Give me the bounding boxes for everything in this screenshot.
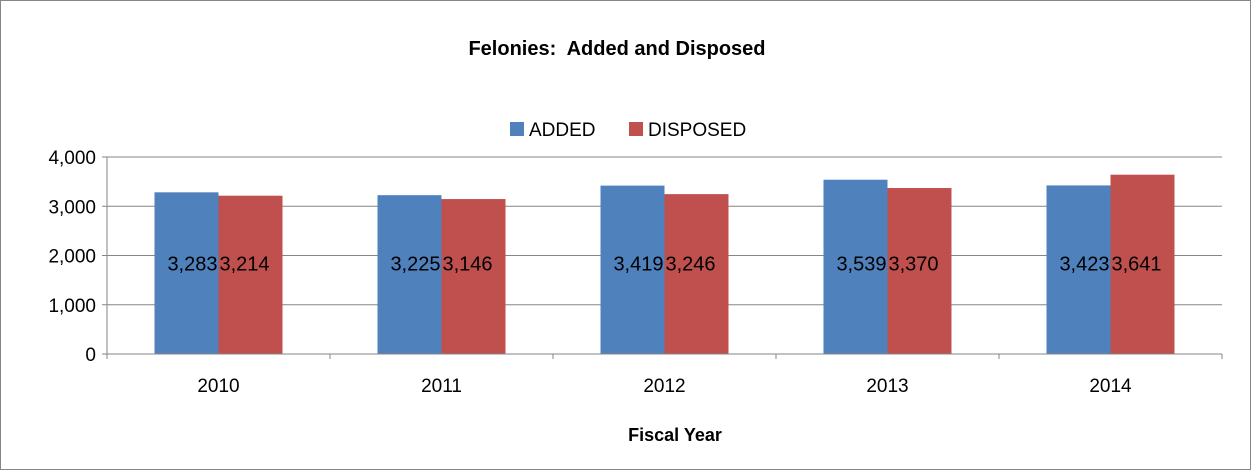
- legend-label-added: ADDED: [529, 120, 596, 141]
- x-tick-label: 2012: [643, 376, 685, 397]
- axes: [106, 157, 1222, 355]
- bar-added-2014: [1046, 185, 1111, 354]
- legend: ADDED DISPOSED: [510, 120, 746, 141]
- data-label-disposed-2010: 3,214: [220, 254, 270, 276]
- x-tick-label: 2011: [421, 376, 462, 397]
- y-tick-label: 1,000: [48, 296, 96, 317]
- y-tick-label: 4,000: [48, 148, 96, 169]
- data-label-added-2011: 3,225: [390, 254, 440, 276]
- y-tick-label: 0: [85, 345, 96, 366]
- legend-label-disposed: DISPOSED: [648, 120, 746, 141]
- bar-disposed-2012: [664, 194, 729, 354]
- bar-disposed-2014: [1110, 174, 1175, 354]
- data-label-added-2010: 3,283: [167, 254, 217, 276]
- y-tick-label: 3,000: [48, 197, 96, 218]
- bar-disposed-2010: [218, 195, 283, 354]
- data-label-added-2013: 3,539: [836, 254, 886, 276]
- chart-title: Felonies: Added and Disposed: [468, 38, 765, 60]
- data-label-disposed-2012: 3,246: [666, 254, 716, 276]
- bar-disposed-2011: [441, 199, 506, 354]
- data-label-disposed-2011: 3,146: [443, 254, 493, 276]
- data-labels: 3,283 3,214 3,225 3,146 3,419 3,246 3,539 3,370…: [167, 254, 1161, 276]
- data-label-disposed-2014: 3,641: [1112, 254, 1162, 276]
- data-label-added-2012: 3,419: [613, 254, 663, 276]
- bar-added-2012: [600, 185, 665, 354]
- bar-added-2013: [823, 179, 888, 354]
- data-label-added-2014: 3,423: [1059, 254, 1109, 276]
- bars: [154, 174, 1175, 354]
- x-axis-title: Fiscal Year: [628, 425, 722, 445]
- data-label-disposed-2013: 3,370: [889, 254, 939, 276]
- y-axis-ticks: 0 1,000 2,000 3,000 4,000: [48, 148, 107, 366]
- bar-added-2011: [377, 195, 442, 354]
- x-axis-ticks: 2010 2011 2012 2013 2014: [106, 354, 1223, 397]
- x-tick-label: 2014: [1089, 376, 1132, 397]
- y-tick-label: 2,000: [48, 247, 96, 268]
- legend-swatch-disposed: [629, 122, 643, 136]
- x-tick-label: 2010: [197, 376, 239, 397]
- legend-swatch-added: [510, 122, 524, 136]
- bar-added-2010: [154, 192, 219, 354]
- bar-disposed-2013: [887, 188, 952, 354]
- x-tick-label: 2013: [866, 376, 908, 397]
